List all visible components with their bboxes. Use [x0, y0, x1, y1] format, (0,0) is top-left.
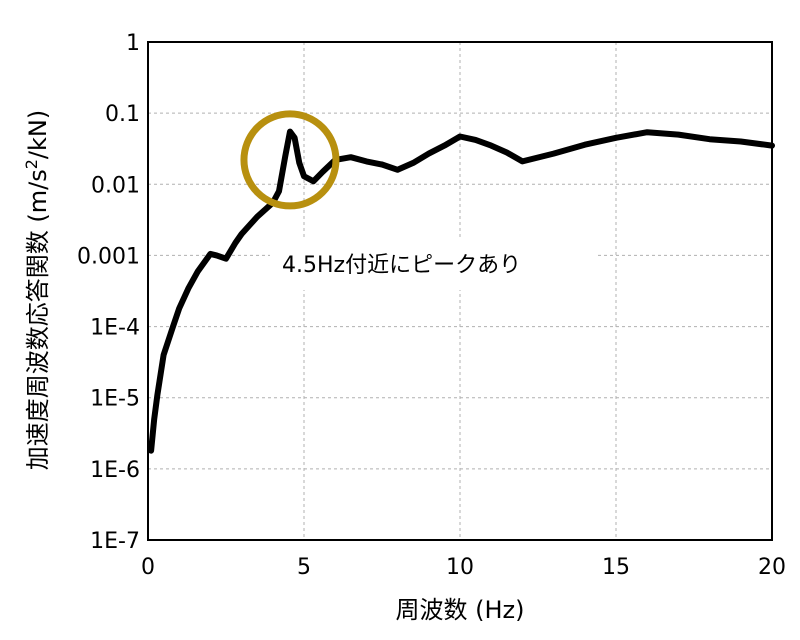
x-tick-label: 5	[297, 555, 311, 580]
grid	[148, 42, 772, 540]
annotation-background	[270, 238, 598, 290]
y-tick-label: 0.01	[91, 173, 140, 198]
y-tick-label: 0.1	[105, 102, 140, 127]
y-tick-label: 1E-7	[90, 529, 140, 554]
x-tick-label: 10	[446, 555, 474, 580]
peak-highlight-circle	[240, 110, 340, 210]
x-tick-label: 15	[602, 555, 630, 580]
y-axis-title-tail: /kN)	[24, 110, 52, 159]
x-axis-title: 周波数 (Hz)	[396, 596, 525, 624]
x-axis: 0 5 10 15 20	[141, 555, 786, 580]
y-tick-label: 1E-5	[90, 387, 140, 412]
annotation-text: 4.5Hz付近にピークあり	[282, 253, 521, 278]
y-axis-title: 加速度周波数応答関数 (m/s2/kN)	[22, 110, 52, 470]
y-tick-label: 0.001	[77, 244, 140, 269]
plot-frame	[147, 41, 773, 541]
y-tick-label: 1	[126, 31, 140, 56]
x-tick-label: 20	[758, 555, 786, 580]
y-axis: 1E-7 1E-6 1E-5 1E-4 0.001 0.01 0.1 1	[77, 31, 140, 554]
x-tick-label: 0	[141, 555, 155, 580]
y-tick-label: 1E-6	[90, 458, 140, 483]
y-axis-title-main: 加速度周波数応答関数 (m/s	[24, 169, 52, 470]
y-tick-label: 1E-4	[90, 316, 140, 341]
y-axis-title-sup: 2	[22, 159, 41, 169]
series-line	[148, 128, 775, 454]
